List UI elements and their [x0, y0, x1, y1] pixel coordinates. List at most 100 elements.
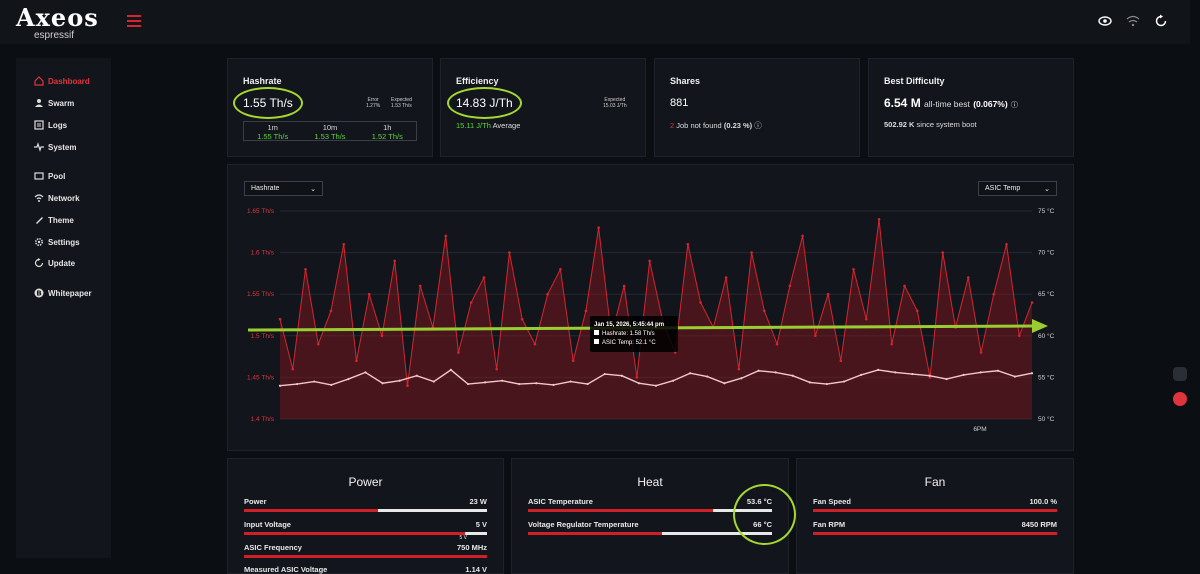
y-tick-right: 75 °C: [1038, 207, 1055, 215]
wifi-icon[interactable]: [1126, 14, 1140, 28]
temp-point: [381, 382, 384, 385]
metric-fan-speed: Fan Speed 100.0 %: [813, 497, 1057, 512]
y-tick-right: 55 °C: [1038, 373, 1055, 381]
hashrate-point: [304, 267, 307, 271]
hashrate-point: [903, 284, 906, 288]
hashrate-point: [597, 226, 600, 229]
x-tick: 6PM: [973, 426, 986, 433]
temp-point: [757, 369, 760, 372]
eye-icon[interactable]: [1098, 14, 1112, 28]
sidebar-item-system[interactable]: System: [34, 142, 76, 152]
tooltip-line: Jan 15, 2026, 5:45:44 pm: [594, 322, 664, 328]
hashrate-point: [699, 301, 702, 304]
temp-point: [278, 384, 282, 387]
hashrate-point: [826, 292, 830, 296]
hashrate-point: [915, 309, 919, 313]
fan-card: Fan Fan Speed 100.0 % Fan RPM 8450 RPM: [796, 458, 1074, 574]
fan-rpm-bar: [813, 532, 1057, 535]
y-tick-right: 65 °C: [1038, 290, 1055, 298]
heat-title: Heat: [637, 475, 663, 489]
temp-point: [962, 373, 965, 377]
hashrate-point: [814, 334, 817, 338]
temp-point: [1013, 375, 1017, 378]
tooltip-line: ASIC Temp: 52.1 °C: [602, 340, 656, 346]
sidebar-item-theme[interactable]: Theme: [34, 215, 74, 225]
hashrate-point: [648, 259, 651, 263]
chart-card: Hashrate ⌄ ASIC Temp ⌄ 1.65 Th/s 75 °C 1.6 T…: [227, 164, 1074, 451]
tooltip-swatch: [594, 330, 599, 335]
temp-point: [620, 374, 623, 377]
power-title: Power: [348, 475, 383, 489]
hashrate-point: [584, 309, 588, 313]
temp-point: [791, 374, 794, 377]
y-tick-right: 50 °C: [1038, 415, 1055, 423]
translate-icon[interactable]: [1173, 367, 1187, 381]
menu-icon[interactable]: [127, 15, 141, 27]
temp-point: [398, 379, 401, 382]
refresh-icon[interactable]: [1154, 14, 1168, 28]
sidebar-item-dashboard[interactable]: Dashboard: [34, 76, 90, 86]
hashrate-point: [278, 317, 282, 321]
hashrate-expected: Expected 1.53 Th/s: [391, 97, 412, 109]
temp-point: [774, 371, 777, 374]
sidebar-item-update[interactable]: Update: [34, 258, 75, 268]
hashrate-point: [546, 292, 549, 296]
brand-name: Axeos: [16, 3, 99, 32]
hashrate-temp-chart[interactable]: 1.65 Th/s 75 °C 1.6 Th/s 70 °C 1.55 Th/s 65 °…: [228, 165, 1075, 452]
left-metric-select[interactable]: Hashrate ⌄: [244, 181, 323, 196]
hashrate-point: [839, 359, 843, 363]
y-tick-left: 1.5 Th/s: [251, 333, 275, 340]
hashrate-line: [279, 219, 1033, 386]
hashrate-error: Error 1.27%: [366, 97, 381, 109]
shares-title: Shares: [670, 76, 701, 86]
hashrate-point: [571, 359, 575, 363]
hashrate-point: [329, 309, 333, 313]
sidebar-item-pool[interactable]: Pool: [34, 171, 65, 181]
efficiency-title: Efficiency: [456, 76, 499, 86]
fan-speed-bar: [813, 509, 1057, 512]
best-difficulty-value: 6.54 M all-time best (0.067%) ⓘ: [884, 96, 1019, 110]
sidebar-item-swarm[interactable]: Swarm: [34, 98, 74, 108]
y-tick-left: 1.65 Th/s: [247, 208, 275, 215]
temp-point: [552, 383, 555, 386]
temp-point: [671, 379, 675, 382]
info-icon[interactable]: ⓘ: [1011, 102, 1019, 109]
y-tick-left: 1.6 Th/s: [251, 250, 275, 257]
y-tick-left: 1.4 Th/s: [251, 416, 275, 423]
hashrate-point: [737, 367, 741, 371]
brand-sub: espressif: [34, 30, 75, 41]
hashrate-point: [852, 267, 855, 271]
annotation-oval: [733, 484, 796, 545]
sidebar-item-logs[interactable]: Logs: [34, 120, 67, 130]
hashrate-point: [559, 267, 562, 271]
temp-point: [449, 368, 453, 372]
metric-asic-frequency: ASIC Frequency 750 MHz: [244, 543, 487, 558]
extension-icon[interactable]: [1173, 392, 1187, 406]
vr-temperature-bar: [528, 532, 772, 535]
temp-point: [518, 382, 521, 386]
svg-text:B: B: [36, 290, 41, 298]
tooltip-swatch: [594, 339, 599, 344]
fan-title: Fan: [924, 475, 946, 489]
sidebar-item-network[interactable]: Network: [34, 193, 80, 203]
temp-point: [1030, 372, 1034, 375]
pool-icon: [34, 171, 44, 181]
hashrate-point: [865, 317, 868, 321]
info-icon[interactable]: ⓘ: [754, 121, 762, 130]
temp-point: [569, 380, 572, 383]
hashrate-title: Hashrate: [243, 76, 282, 86]
temp-point: [723, 382, 726, 385]
temp-point: [330, 383, 333, 386]
temp-point: [808, 381, 811, 384]
asic-temperature-bar: [528, 509, 772, 512]
sidebar-item-whitepaper[interactable]: B Whitepaper: [34, 288, 92, 298]
hashrate-window-1h: 1h 1.52 Th/s: [371, 123, 403, 141]
hashrate-point: [1005, 242, 1008, 246]
temp-point: [295, 382, 299, 386]
right-metric-select[interactable]: ASIC Temp ⌄: [978, 181, 1057, 196]
sidebar-item-settings[interactable]: Settings: [34, 237, 80, 247]
hashrate-point: [367, 292, 371, 296]
annotation-oval: [447, 87, 522, 119]
brand-logo[interactable]: Axeos espressif: [16, 5, 99, 41]
hashrate-point: [622, 284, 626, 288]
